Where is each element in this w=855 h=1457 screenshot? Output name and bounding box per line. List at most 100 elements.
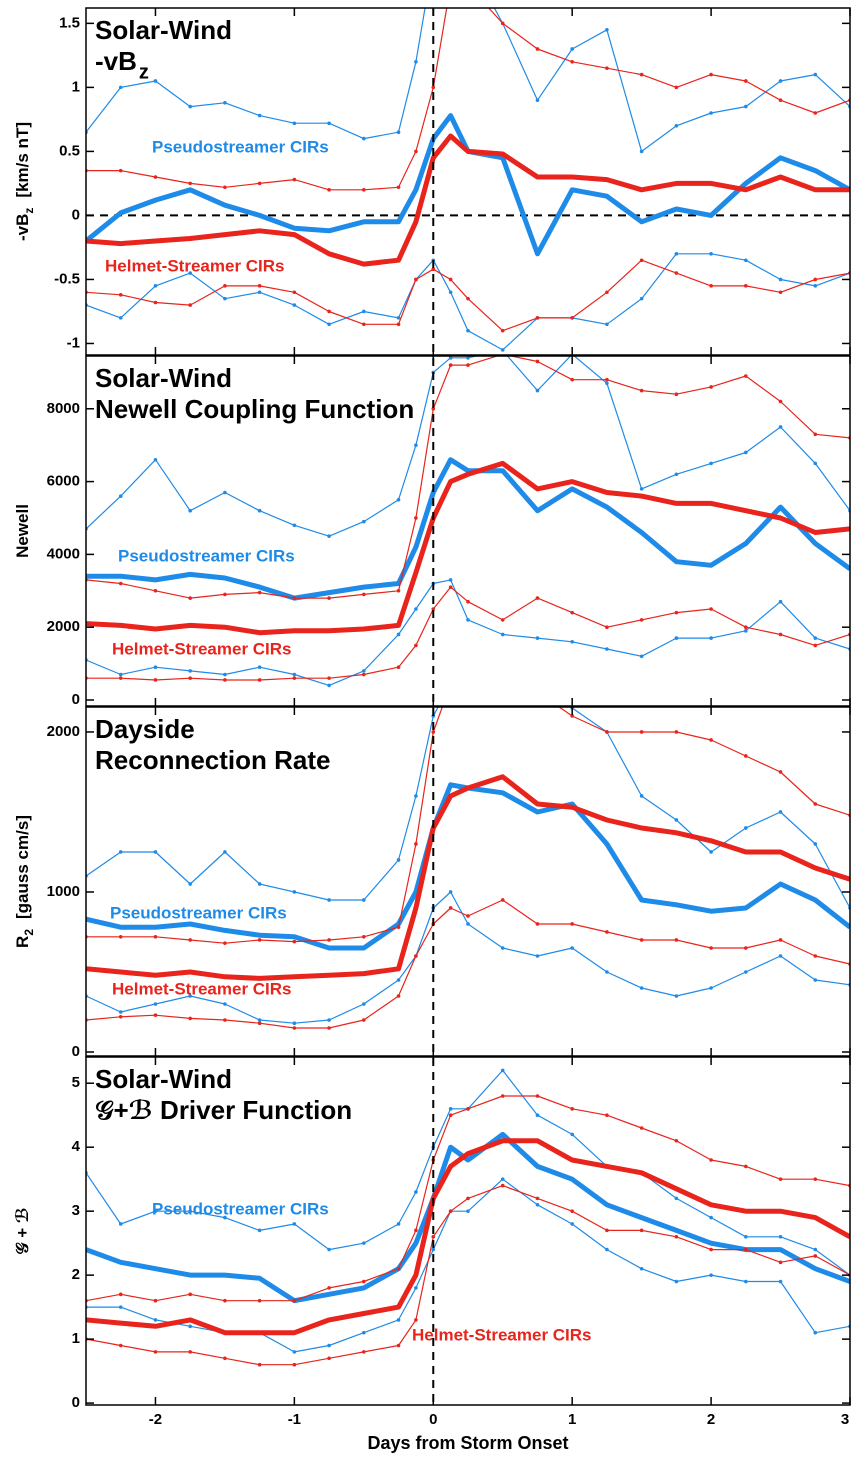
range-point bbox=[292, 1026, 297, 1030]
range-point bbox=[709, 284, 713, 288]
range-point bbox=[188, 882, 192, 886]
range-point bbox=[605, 730, 609, 734]
range-point bbox=[118, 293, 123, 297]
range-point bbox=[223, 1215, 227, 1220]
range-point bbox=[448, 1209, 453, 1213]
range-point bbox=[744, 1164, 748, 1169]
range-point bbox=[414, 516, 418, 520]
range-point bbox=[674, 636, 679, 640]
y-tick-label: 0 bbox=[72, 1043, 80, 1060]
panel-frame bbox=[85, 355, 851, 707]
range-point bbox=[535, 98, 540, 102]
range-point bbox=[414, 607, 418, 611]
range-point bbox=[813, 978, 818, 982]
range-point bbox=[639, 149, 644, 154]
range-point bbox=[153, 1318, 158, 1322]
range-point bbox=[466, 618, 470, 622]
x-tick-label: 1 bbox=[568, 1411, 576, 1428]
mean-line bbox=[86, 457, 850, 601]
range-point bbox=[813, 954, 818, 958]
range-point bbox=[449, 682, 453, 686]
range-point bbox=[118, 316, 123, 320]
range-point bbox=[813, 1247, 818, 1252]
panel-frame bbox=[85, 7, 851, 356]
range-point bbox=[223, 296, 227, 301]
range-point bbox=[257, 181, 262, 186]
range-point bbox=[153, 457, 158, 462]
series-label: Helmet-Streamer CIRs bbox=[105, 256, 285, 275]
range-point bbox=[153, 284, 158, 288]
range-point bbox=[362, 934, 366, 939]
range-point bbox=[118, 85, 123, 90]
range-point bbox=[292, 1021, 297, 1025]
range-point bbox=[536, 690, 540, 694]
range-point bbox=[570, 316, 574, 320]
range-point bbox=[223, 1002, 227, 1006]
mean-line bbox=[86, 113, 850, 257]
range-point bbox=[744, 970, 748, 974]
y-tick-label: 2000 bbox=[47, 723, 80, 740]
range-point bbox=[414, 794, 418, 798]
range-point bbox=[778, 277, 783, 282]
range-point bbox=[362, 136, 366, 141]
range-point bbox=[535, 1094, 540, 1098]
panel-title: -vB bbox=[95, 46, 137, 76]
range-point bbox=[535, 636, 540, 640]
range-point bbox=[396, 316, 401, 320]
range-point bbox=[639, 654, 644, 659]
range-point bbox=[813, 111, 818, 115]
range-point bbox=[778, 399, 783, 404]
range-point bbox=[813, 461, 818, 466]
series-label: Pseudostreamer CIRs bbox=[152, 137, 329, 156]
range-point bbox=[153, 1298, 158, 1303]
range-point bbox=[257, 508, 262, 513]
range-point bbox=[223, 1018, 227, 1022]
y-axis-label-subscript: 2 bbox=[22, 929, 36, 936]
range-point bbox=[466, 599, 470, 604]
range-point bbox=[431, 1234, 436, 1239]
range-point bbox=[362, 519, 366, 524]
range-point bbox=[709, 850, 713, 854]
range-point bbox=[674, 730, 679, 734]
range-point bbox=[188, 303, 192, 307]
range-point bbox=[744, 754, 748, 758]
panel-title-subscript: z bbox=[139, 61, 149, 83]
range-point bbox=[292, 1298, 297, 1303]
range-point bbox=[500, 632, 505, 637]
range-point bbox=[778, 954, 783, 958]
range-point bbox=[535, 316, 540, 320]
y-tick-label: 5 bbox=[72, 1074, 80, 1091]
range-point bbox=[414, 443, 418, 447]
range-point bbox=[674, 1139, 679, 1143]
range-point bbox=[639, 1126, 644, 1130]
range-point bbox=[709, 252, 713, 256]
range-point bbox=[709, 1247, 713, 1252]
range-point bbox=[674, 994, 679, 998]
range-point bbox=[396, 185, 401, 190]
range-point bbox=[570, 377, 574, 382]
range-point bbox=[257, 938, 262, 942]
range-point bbox=[570, 47, 574, 51]
range-point bbox=[605, 27, 609, 32]
range-point bbox=[709, 1273, 713, 1277]
range-point bbox=[118, 494, 123, 498]
range-point bbox=[118, 1292, 123, 1297]
range-point bbox=[327, 322, 331, 327]
range-point bbox=[292, 596, 297, 600]
range-point bbox=[223, 850, 227, 854]
y-axis-label-main: R bbox=[13, 936, 32, 948]
range-point bbox=[118, 1010, 123, 1014]
panel-title: Reconnection Rate bbox=[95, 745, 331, 775]
range-point bbox=[362, 592, 366, 597]
range-point bbox=[639, 618, 644, 622]
range-point bbox=[570, 610, 574, 615]
range-point bbox=[414, 59, 418, 64]
range-point bbox=[501, 682, 505, 686]
range-point bbox=[327, 1247, 331, 1252]
panel-frame bbox=[85, 1056, 851, 1406]
range-point bbox=[744, 1234, 748, 1239]
range-point bbox=[223, 678, 227, 682]
y-tick-label: -1 bbox=[67, 334, 80, 351]
range-point bbox=[570, 922, 574, 926]
